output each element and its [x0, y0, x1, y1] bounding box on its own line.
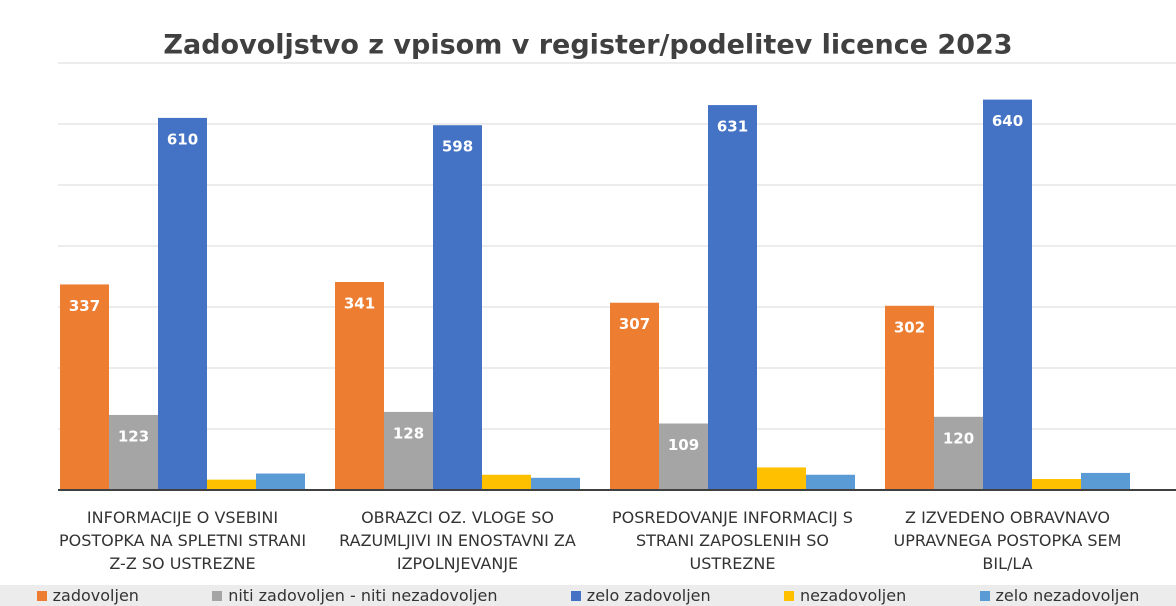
legend-label: niti zadovoljen - niti nezadovoljen	[228, 586, 498, 605]
bar	[610, 302, 659, 490]
data-label: 123	[118, 427, 149, 445]
legend-swatch	[979, 590, 990, 601]
data-label: 337	[69, 297, 100, 315]
legend-label: zelo nezadovoljen	[995, 586, 1140, 605]
legend-label: nezadovoljen	[799, 586, 907, 605]
x-tick-label: INFORMACIJE O VSEBINI POSTOPKA NA SPLETN…	[58, 508, 307, 573]
legend-item: nezadovoljen	[783, 586, 907, 605]
data-label: 128	[393, 424, 424, 442]
data-label: 37	[771, 448, 792, 466]
data-label: 341	[344, 294, 375, 312]
bar	[384, 411, 433, 490]
data-label: 610	[167, 130, 198, 148]
legend: zadovoljen niti zadovoljen - niti nezadov…	[0, 585, 1176, 606]
bar	[433, 125, 482, 490]
data-label: 302	[894, 318, 925, 336]
legend-swatch	[783, 590, 794, 601]
legend-item: zelo nezadovoljen	[979, 586, 1140, 605]
legend-swatch	[212, 590, 223, 601]
legend-item: niti zadovoljen - niti nezadovoljen	[212, 586, 498, 605]
bar	[983, 99, 1032, 490]
bar	[659, 423, 708, 490]
bar	[1032, 479, 1081, 490]
x-tick-label: Z IZVEDENO OBRAVNAVO UPRAVNEGA POSTOPKA …	[893, 508, 1122, 573]
bar	[1081, 472, 1130, 490]
legend-swatch	[570, 590, 581, 601]
x-tick-label: OBRAZCI OZ. VLOGE SO RAZUMLJIVI IN ENOST…	[339, 508, 576, 573]
legend-label: zadovoljen	[52, 586, 139, 605]
x-tick-label: POSREDOVANJE INFORMACIJ S STRANI ZAPOSLE…	[612, 508, 853, 573]
bar	[207, 479, 256, 490]
data-label: 109	[668, 436, 699, 454]
data-label: 120	[943, 429, 974, 447]
bar	[256, 473, 305, 490]
bar	[109, 414, 158, 490]
data-label: 27	[270, 454, 291, 472]
bar	[482, 474, 531, 490]
data-label: 307	[619, 315, 650, 333]
data-label: 18	[1046, 460, 1067, 478]
data-label: 25	[496, 455, 517, 473]
legend-item: zadovoljen	[36, 586, 139, 605]
chart-title: Zadovoljstvo z vpisom v register/podelit…	[163, 30, 1012, 61]
bar	[60, 284, 109, 490]
data-label: 17	[221, 460, 242, 478]
data-label: 25	[820, 455, 841, 473]
bar	[757, 467, 806, 490]
data-label: 631	[717, 118, 748, 136]
data-label: 640	[992, 112, 1023, 130]
bar	[806, 474, 855, 490]
legend-label: zelo zadovoljen	[586, 586, 711, 605]
bar	[885, 305, 934, 490]
bar	[531, 477, 580, 490]
bar	[708, 105, 757, 490]
legend-swatch	[36, 590, 47, 601]
bar	[158, 117, 207, 491]
legend-item: zelo zadovoljen	[570, 586, 711, 605]
data-label: 20	[545, 458, 566, 476]
data-label: 598	[442, 138, 473, 156]
data-label: 28	[1095, 453, 1116, 471]
bar	[934, 416, 983, 490]
bar	[335, 281, 384, 490]
